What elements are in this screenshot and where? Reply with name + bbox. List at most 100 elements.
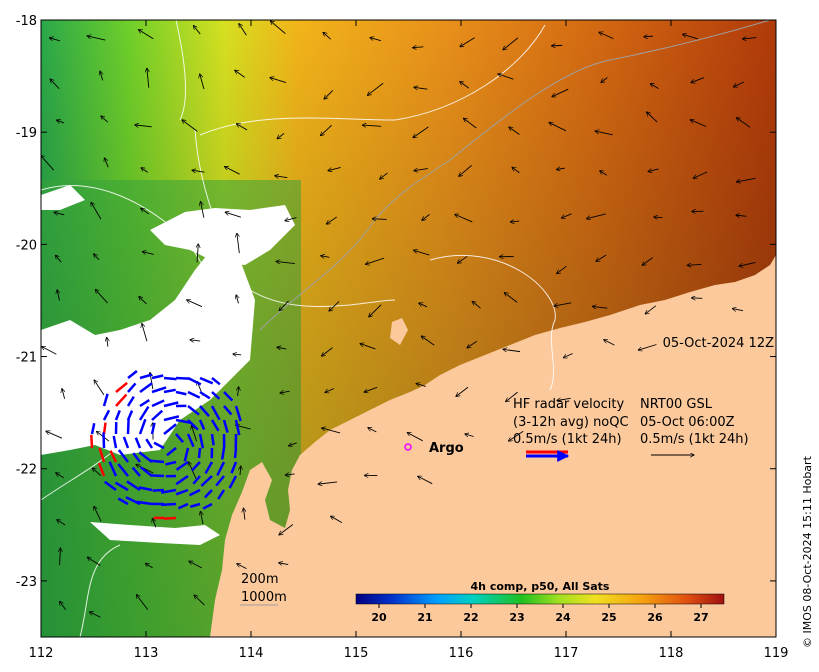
hf-radar-vector xyxy=(150,422,156,435)
current-arrow xyxy=(46,431,63,439)
hf-radar-vector xyxy=(200,475,213,487)
hf-radar-vector xyxy=(139,466,153,477)
current-arrow xyxy=(225,212,242,218)
current-arrow xyxy=(463,118,477,129)
hf-radar-vector xyxy=(215,475,225,487)
current-arrow xyxy=(270,21,286,35)
hf-radar-vector xyxy=(189,502,201,508)
current-arrow xyxy=(277,132,285,138)
current-arrow xyxy=(460,37,475,47)
hf-radar-vector xyxy=(114,481,129,492)
hf-radar-vector xyxy=(228,475,238,489)
hf-radar-vector xyxy=(203,489,213,499)
hf-radar-vector xyxy=(138,418,147,435)
current-arrow xyxy=(456,386,469,396)
hf-radar-vector xyxy=(234,405,242,422)
hf-radar-vector xyxy=(102,393,109,407)
hf-radar-vector xyxy=(98,447,106,463)
hf-radar-vector xyxy=(217,489,226,500)
current-arrow xyxy=(279,524,294,535)
hf-radar-vector xyxy=(112,435,118,449)
current-arrow xyxy=(323,32,331,40)
current-arrow xyxy=(325,388,335,393)
hf-radar-vector xyxy=(199,405,210,417)
hf-radar-vector xyxy=(223,391,234,402)
hf-radar-vector xyxy=(139,398,150,408)
hf-radar-vector xyxy=(163,516,177,520)
hf-radar-vector xyxy=(197,447,202,459)
lon-axis: 112 113 114 115 116 117 118 119 xyxy=(29,20,788,661)
colorbar-ramp xyxy=(355,593,725,605)
hf-radar-vector xyxy=(153,441,165,450)
lat-tick-label: -22 xyxy=(16,463,37,478)
current-arrow xyxy=(318,482,338,484)
current-arrow xyxy=(91,202,102,220)
current-arrow xyxy=(235,70,246,78)
colorbar-tick-label: 22 xyxy=(463,611,478,624)
current-arrow xyxy=(372,219,387,220)
hf-radar-vector xyxy=(138,405,150,421)
current-arrow xyxy=(369,304,382,317)
colorbar-tick-label: 26 xyxy=(647,611,663,624)
current-arrow xyxy=(362,125,382,126)
current-arrow xyxy=(654,217,663,218)
current-arrow xyxy=(236,295,238,304)
hf-radar-vector xyxy=(117,463,129,477)
hf-radar-vector xyxy=(175,390,187,396)
current-arrow xyxy=(742,38,757,39)
hf-radar-vector xyxy=(187,419,199,431)
hf-radar-vector xyxy=(150,474,165,478)
colorbar: 4h comp, p50, All Sats 20 21 22 23 24 25 26 27 xyxy=(355,580,725,624)
current-arrow xyxy=(280,391,290,393)
hf-radar-vector xyxy=(210,419,220,432)
current-arrow xyxy=(561,213,572,218)
hf-radar-vector xyxy=(145,438,154,449)
lon-tick-label: 115 xyxy=(344,646,369,661)
hf-radar-vectors xyxy=(90,370,242,520)
land xyxy=(210,255,776,637)
hf-radar-vector xyxy=(199,390,211,400)
current-arrow xyxy=(141,208,150,215)
current-arrow xyxy=(592,306,608,308)
current-arrow xyxy=(194,595,205,606)
colorbar-tick-label: 27 xyxy=(693,611,708,624)
current-arrow xyxy=(648,169,659,172)
current-arrow xyxy=(644,36,653,37)
hf-radar-vector xyxy=(151,409,164,421)
current-arrow xyxy=(587,213,606,219)
hf-radar-vector xyxy=(163,415,180,422)
hf-radar-vector xyxy=(211,391,221,400)
hf-radar-vector xyxy=(109,450,118,463)
lat-tick-label: -20 xyxy=(16,238,37,253)
current-arrow xyxy=(510,221,520,222)
current-arrow xyxy=(321,256,330,258)
hf-radar-vector xyxy=(115,393,128,407)
current-arrow xyxy=(57,290,59,301)
hf-radar-vector xyxy=(210,433,215,446)
hf-radar-vector xyxy=(114,409,121,421)
hf-radar-vector xyxy=(108,461,118,477)
colorbar-tick-label: 23 xyxy=(509,611,524,624)
current-arrow xyxy=(60,548,61,566)
current-arrow xyxy=(414,169,428,171)
current-arrow xyxy=(467,340,478,348)
hf-radar-vector xyxy=(150,459,165,464)
current-arrow xyxy=(472,301,481,309)
hf-radar-vector xyxy=(175,474,189,486)
current-arrow xyxy=(145,563,153,569)
current-arrow xyxy=(650,84,659,90)
lat-tick-label: -18 xyxy=(16,14,37,29)
hf-radar-vector xyxy=(139,382,153,394)
current-arrow xyxy=(733,81,745,87)
current-arrow xyxy=(739,261,756,266)
current-arrow xyxy=(141,168,149,173)
hf-radar-vector xyxy=(183,447,190,462)
hf-radar-vector xyxy=(191,461,201,472)
hf-radar-vector xyxy=(165,460,177,466)
current-arrow xyxy=(240,466,241,476)
current-arrow xyxy=(243,508,244,520)
hf-radar-vector xyxy=(177,502,189,510)
current-arrow xyxy=(135,125,152,127)
hf-radar-vector xyxy=(139,373,153,380)
